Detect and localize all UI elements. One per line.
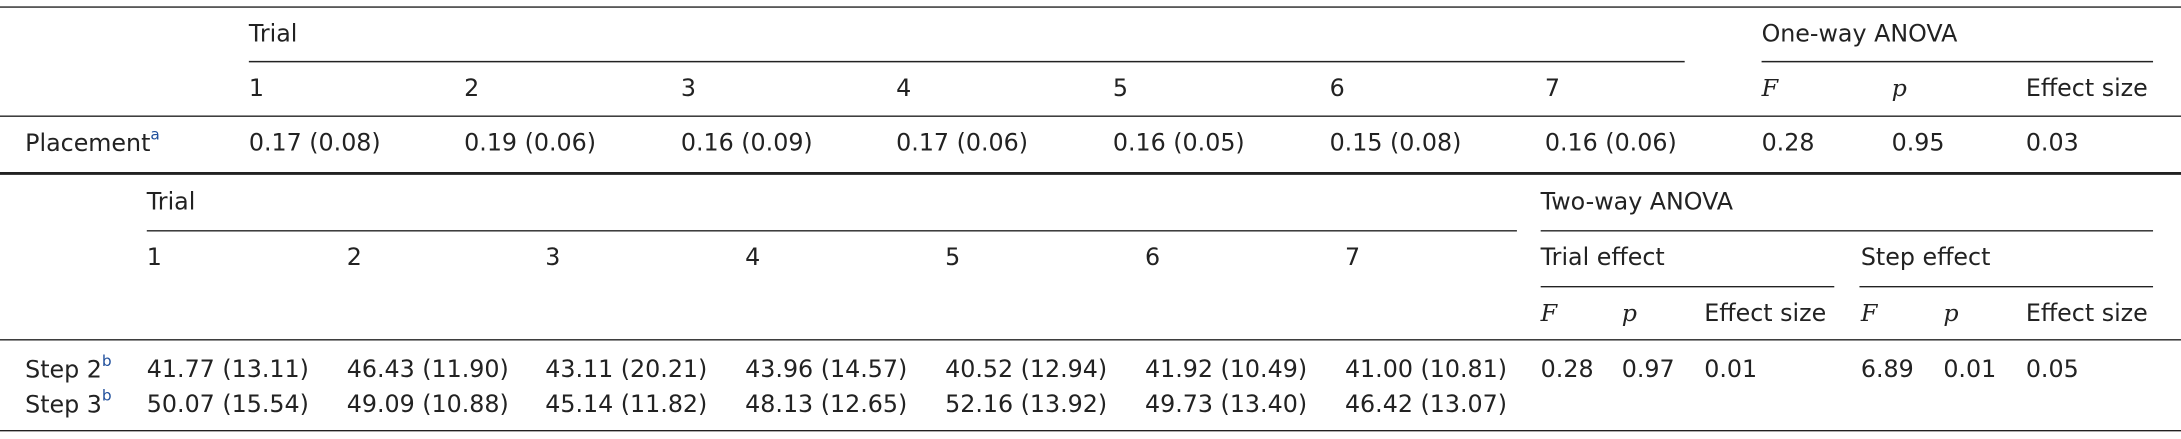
cell: 0.28 xyxy=(1541,355,1594,383)
group-header: Trial xyxy=(146,187,196,215)
cell: 0.28 xyxy=(1762,129,1815,157)
cell: 41.77 (13.11) xyxy=(147,355,309,383)
column-header: 5 xyxy=(945,243,960,271)
column-header: 3 xyxy=(681,74,696,102)
column-header: Effect size xyxy=(2026,299,2148,327)
cell: 6.89 xyxy=(1861,355,1914,383)
column-header: 7 xyxy=(1545,74,1560,102)
column-header: 2 xyxy=(464,74,479,102)
column-header: Effect size xyxy=(2026,74,2148,102)
cell: 0.19 (0.06) xyxy=(464,129,596,157)
column-header: p xyxy=(1892,74,1907,102)
cell: 48.13 (12.65) xyxy=(745,390,907,418)
row-label-text: Step 3 xyxy=(25,390,102,418)
cell: 0.95 xyxy=(1892,129,1945,157)
cell: 45.14 (11.82) xyxy=(545,390,707,418)
row-label-text: Placement xyxy=(25,129,150,157)
cell: 49.73 (13.40) xyxy=(1145,390,1307,418)
cell: 0.17 (0.08) xyxy=(249,129,381,157)
cell: 0.01 xyxy=(1943,355,1996,383)
cell: 50.07 (15.54) xyxy=(147,390,309,418)
cell: 52.16 (13.92) xyxy=(945,390,1107,418)
column-header: 1 xyxy=(147,243,162,271)
column-header: 4 xyxy=(745,243,760,271)
column-header: p xyxy=(1622,299,1637,327)
column-header: F xyxy=(1860,299,1879,327)
footnote-mark: a xyxy=(150,125,159,143)
row-label-text: Step 2 xyxy=(25,355,102,383)
cell: 43.11 (20.21) xyxy=(545,355,707,383)
column-header: Effect size xyxy=(1704,299,1826,327)
cell: 0.17 (0.06) xyxy=(896,129,1028,157)
row-label: Step 3b xyxy=(25,386,111,418)
cell: 46.42 (13.07) xyxy=(1345,390,1507,418)
group-header: Trial effect xyxy=(1540,243,1665,271)
cell: 0.97 xyxy=(1622,355,1675,383)
column-header: p xyxy=(1943,299,1958,327)
cell: 0.16 (0.05) xyxy=(1113,129,1245,157)
cell: 49.09 (10.88) xyxy=(347,390,509,418)
cell: 0.16 (0.09) xyxy=(681,129,813,157)
footnote-mark: b xyxy=(102,351,112,369)
footnote-mark: b xyxy=(102,386,112,404)
row-label: Placementa xyxy=(25,125,160,157)
cell: 43.96 (14.57) xyxy=(745,355,907,383)
column-header: 2 xyxy=(347,243,362,271)
cell: 0.15 (0.08) xyxy=(1330,129,1462,157)
column-header: F xyxy=(1761,74,1780,102)
cell: 0.05 xyxy=(2026,355,2079,383)
column-header: 5 xyxy=(1113,74,1128,102)
column-header: 7 xyxy=(1345,243,1360,271)
column-header: 6 xyxy=(1330,74,1345,102)
cell: 41.00 (10.81) xyxy=(1345,355,1507,383)
cell: 46.43 (11.90) xyxy=(347,355,509,383)
row-label: Step 2b xyxy=(25,351,111,383)
column-header: 3 xyxy=(545,243,560,271)
cell: 40.52 (12.94) xyxy=(945,355,1107,383)
cell: 41.92 (10.49) xyxy=(1145,355,1307,383)
column-header: 6 xyxy=(1145,243,1160,271)
group-header: Step effect xyxy=(1861,243,1991,271)
column-header: F xyxy=(1540,299,1559,327)
group-header: Two-way ANOVA xyxy=(1540,187,1734,215)
column-header: 4 xyxy=(896,74,911,102)
cell: 0.16 (0.06) xyxy=(1545,129,1677,157)
group-header: One-way ANOVA xyxy=(1762,20,1959,48)
group-header: Trial xyxy=(248,20,298,48)
column-header: 1 xyxy=(249,74,264,102)
cell: 0.03 xyxy=(2026,129,2079,157)
cell: 0.01 xyxy=(1704,355,1757,383)
